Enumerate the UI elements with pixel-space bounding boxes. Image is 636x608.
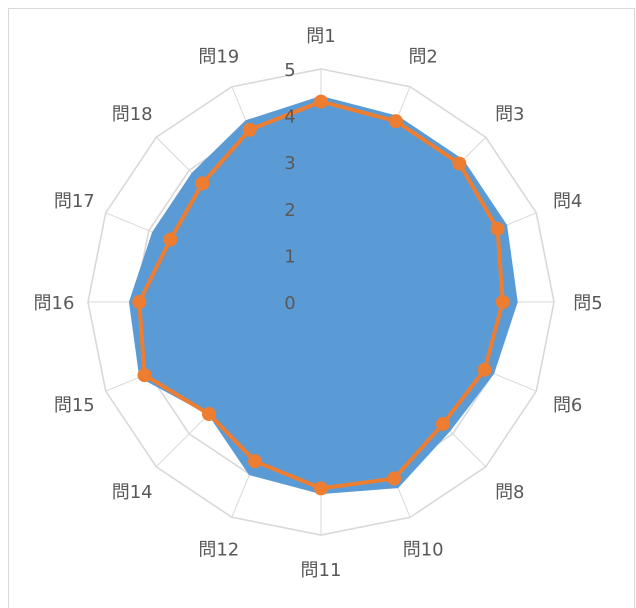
category-labels: 問1 問2 問3 問4 問5 問6 問8 問10 問11 問12 問14 問15 問16 問17 問18 問1…: [34, 26, 603, 581]
series-1-area: [128, 95, 518, 495]
category-label: 問6: [553, 395, 582, 416]
series-2-point: [132, 295, 147, 309]
series-2-point: [314, 94, 328, 109]
grid-ring: [87, 68, 555, 536]
category-label: 問5: [573, 293, 602, 314]
radial-tick-label: 4: [284, 107, 295, 128]
series-2-point: [163, 232, 178, 247]
category-label: 問10: [403, 540, 444, 561]
chart-frame: [8, 8, 635, 608]
radial-tick-labels: 0 1 2 3 4 5: [284, 60, 295, 314]
category-label: 問14: [112, 482, 153, 503]
category-label: 問12: [198, 540, 239, 561]
category-label: 問4: [553, 191, 582, 212]
category-label: 問8: [495, 482, 524, 503]
radial-tick-label: 2: [284, 200, 295, 221]
radial-tick-label: 5: [284, 60, 295, 81]
series-2-point: [387, 471, 402, 486]
series-2-point: [477, 362, 492, 377]
series-2-point: [195, 176, 210, 191]
series-2-point: [490, 221, 505, 236]
category-label: 問17: [54, 191, 95, 212]
series-2-point: [314, 481, 328, 496]
category-label: 問1: [306, 26, 335, 47]
category-label: 問15: [54, 395, 95, 416]
series-line-layer: [132, 94, 510, 496]
series-2-point: [248, 454, 263, 469]
category-label: 問19: [198, 46, 239, 67]
series-2-point: [242, 122, 257, 137]
radial-tick-label: 3: [284, 153, 295, 174]
series-area-layer: [128, 95, 518, 495]
category-label: 問18: [112, 104, 153, 125]
category-label: 問2: [408, 46, 437, 67]
radial-tick-label: 1: [284, 246, 295, 267]
series-2-point: [452, 156, 467, 171]
series-2-point: [137, 368, 152, 383]
series-2-point: [435, 416, 450, 431]
category-label: 問11: [301, 560, 342, 581]
category-label: 問3: [495, 104, 524, 125]
series-2-point: [495, 295, 510, 309]
series-2-point: [388, 114, 403, 129]
category-label: 問16: [34, 293, 75, 314]
radial-tick-label: 0: [284, 293, 295, 314]
series-2-point: [201, 407, 216, 422]
